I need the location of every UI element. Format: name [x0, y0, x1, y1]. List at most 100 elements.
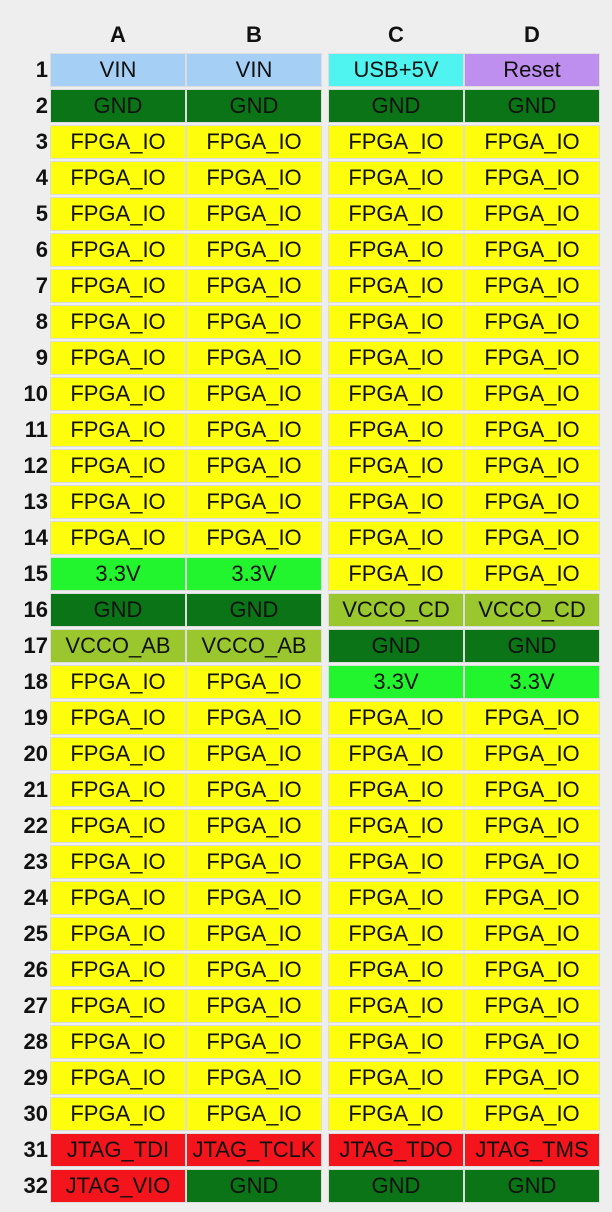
- row-number: 27: [23, 993, 48, 1018]
- row-number: 7: [35, 273, 48, 298]
- column-header-b: B: [246, 22, 262, 47]
- pin-row: 16 GND GND VCCO_CD VCCO_CD: [14, 592, 600, 628]
- pin-cell-c: FPGA_IO: [328, 1061, 464, 1095]
- row-number: 13: [23, 489, 48, 514]
- pin-cell-a: FPGA_IO: [50, 161, 186, 195]
- row-number: 1: [35, 57, 48, 82]
- pin-cell-a: FPGA_IO: [50, 341, 186, 375]
- pin-cell-a: 3.3V: [50, 557, 186, 591]
- pin-cell-c: USB+5V: [328, 53, 464, 87]
- row-number: 21: [23, 777, 48, 802]
- pin-cell-d: FPGA_IO: [464, 197, 600, 231]
- pin-cell-b: FPGA_IO: [186, 1025, 322, 1059]
- pin-cell-d: FPGA_IO: [464, 1061, 600, 1095]
- pin-row: 6 FPGA_IO FPGA_IO FPGA_IO FPGA_IO: [14, 232, 600, 268]
- pin-cell-c: FPGA_IO: [328, 1097, 464, 1131]
- pin-cell-a: FPGA_IO: [50, 305, 186, 339]
- pin-cell-a: JTAG_TDI: [50, 1133, 186, 1167]
- pin-cell-d: FPGA_IO: [464, 125, 600, 159]
- pin-cell-a: FPGA_IO: [50, 701, 186, 735]
- pin-cell-d: FPGA_IO: [464, 449, 600, 483]
- pin-cell-b: FPGA_IO: [186, 521, 322, 555]
- pin-cell-c: FPGA_IO: [328, 377, 464, 411]
- pin-cell-a: GND: [50, 89, 186, 123]
- pin-cell-c: FPGA_IO: [328, 773, 464, 807]
- pin-cell-c: FPGA_IO: [328, 737, 464, 771]
- pin-cell-c: FPGA_IO: [328, 989, 464, 1023]
- pin-row: 2 GND GND GND GND: [14, 88, 600, 124]
- pin-row: 10 FPGA_IO FPGA_IO FPGA_IO FPGA_IO: [14, 376, 600, 412]
- pin-row: 4 FPGA_IO FPGA_IO FPGA_IO FPGA_IO: [14, 160, 600, 196]
- pin-row: 12 FPGA_IO FPGA_IO FPGA_IO FPGA_IO: [14, 448, 600, 484]
- pin-cell-c: FPGA_IO: [328, 953, 464, 987]
- pin-row: 21 FPGA_IO FPGA_IO FPGA_IO FPGA_IO: [14, 772, 600, 808]
- pin-cell-c: FPGA_IO: [328, 845, 464, 879]
- pin-row: 1 VIN VIN USB+5V Reset: [14, 52, 600, 88]
- row-number: 24: [23, 885, 48, 910]
- row-number: 12: [23, 453, 48, 478]
- pin-cell-a: FPGA_IO: [50, 845, 186, 879]
- pin-cell-d: GND: [464, 1169, 600, 1203]
- pin-cell-a: JTAG_VIO: [50, 1169, 186, 1203]
- pin-row: 30 FPGA_IO FPGA_IO FPGA_IO FPGA_IO: [14, 1096, 600, 1132]
- pin-cell-b: FPGA_IO: [186, 917, 322, 951]
- pin-cell-d: FPGA_IO: [464, 1025, 600, 1059]
- pin-row: 28 FPGA_IO FPGA_IO FPGA_IO FPGA_IO: [14, 1024, 600, 1060]
- pin-row: 20 FPGA_IO FPGA_IO FPGA_IO FPGA_IO: [14, 736, 600, 772]
- pin-cell-a: FPGA_IO: [50, 737, 186, 771]
- row-number: 18: [23, 669, 48, 694]
- pin-row: 9 FPGA_IO FPGA_IO FPGA_IO FPGA_IO: [14, 340, 600, 376]
- column-header-d: D: [524, 22, 540, 47]
- pin-cell-c: FPGA_IO: [328, 917, 464, 951]
- pin-cell-d: FPGA_IO: [464, 701, 600, 735]
- pin-row: 17 VCCO_AB VCCO_AB GND GND: [14, 628, 600, 664]
- pin-cell-b: FPGA_IO: [186, 953, 322, 987]
- pin-cell-d: FPGA_IO: [464, 989, 600, 1023]
- row-number: 22: [23, 813, 48, 838]
- pin-cell-d: FPGA_IO: [464, 305, 600, 339]
- pin-cell-d: 3.3V: [464, 665, 600, 699]
- pin-cell-a: FPGA_IO: [50, 773, 186, 807]
- pin-cell-b: FPGA_IO: [186, 809, 322, 843]
- pin-cell-b: FPGA_IO: [186, 449, 322, 483]
- pin-cell-b: GND: [186, 89, 322, 123]
- pin-cell-c: GND: [328, 629, 464, 663]
- pin-cell-b: FPGA_IO: [186, 881, 322, 915]
- pin-row: 25 FPGA_IO FPGA_IO FPGA_IO FPGA_IO: [14, 916, 600, 952]
- row-number: 6: [35, 237, 48, 262]
- pin-cell-c: FPGA_IO: [328, 521, 464, 555]
- pin-cell-d: FPGA_IO: [464, 1097, 600, 1131]
- row-number: 15: [23, 561, 48, 586]
- pin-cell-a: GND: [50, 593, 186, 627]
- pin-cell-d: FPGA_IO: [464, 485, 600, 519]
- pin-cell-b: FPGA_IO: [186, 197, 322, 231]
- pin-cell-b: FPGA_IO: [186, 773, 322, 807]
- pin-cell-a: FPGA_IO: [50, 665, 186, 699]
- pin-cell-b: FPGA_IO: [186, 413, 322, 447]
- pin-cell-b: FPGA_IO: [186, 125, 322, 159]
- pin-cell-a: FPGA_IO: [50, 1025, 186, 1059]
- pin-cell-c: FPGA_IO: [328, 269, 464, 303]
- pin-cell-a: VIN: [50, 53, 186, 87]
- pin-cell-c: 3.3V: [328, 665, 464, 699]
- pin-cell-b: FPGA_IO: [186, 1061, 322, 1095]
- pin-cell-b: GND: [186, 593, 322, 627]
- pin-cell-d: FPGA_IO: [464, 773, 600, 807]
- row-number: 3: [35, 129, 48, 154]
- row-number: 20: [23, 741, 48, 766]
- pin-cell-d: FPGA_IO: [464, 233, 600, 267]
- pin-cell-d: FPGA_IO: [464, 341, 600, 375]
- row-number: 19: [23, 705, 48, 730]
- pin-cell-a: FPGA_IO: [50, 485, 186, 519]
- pin-cell-b: FPGA_IO: [186, 377, 322, 411]
- pin-cell-b: FPGA_IO: [186, 161, 322, 195]
- pin-row: 5 FPGA_IO FPGA_IO FPGA_IO FPGA_IO: [14, 196, 600, 232]
- pin-row: 23 FPGA_IO FPGA_IO FPGA_IO FPGA_IO: [14, 844, 600, 880]
- pin-row: 14 FPGA_IO FPGA_IO FPGA_IO FPGA_IO: [14, 520, 600, 556]
- row-number: 16: [23, 597, 48, 622]
- pin-cell-c: GND: [328, 89, 464, 123]
- pin-cell-a: FPGA_IO: [50, 449, 186, 483]
- row-number: 30: [23, 1101, 48, 1126]
- pin-cell-b: GND: [186, 1169, 322, 1203]
- pin-cell-d: GND: [464, 629, 600, 663]
